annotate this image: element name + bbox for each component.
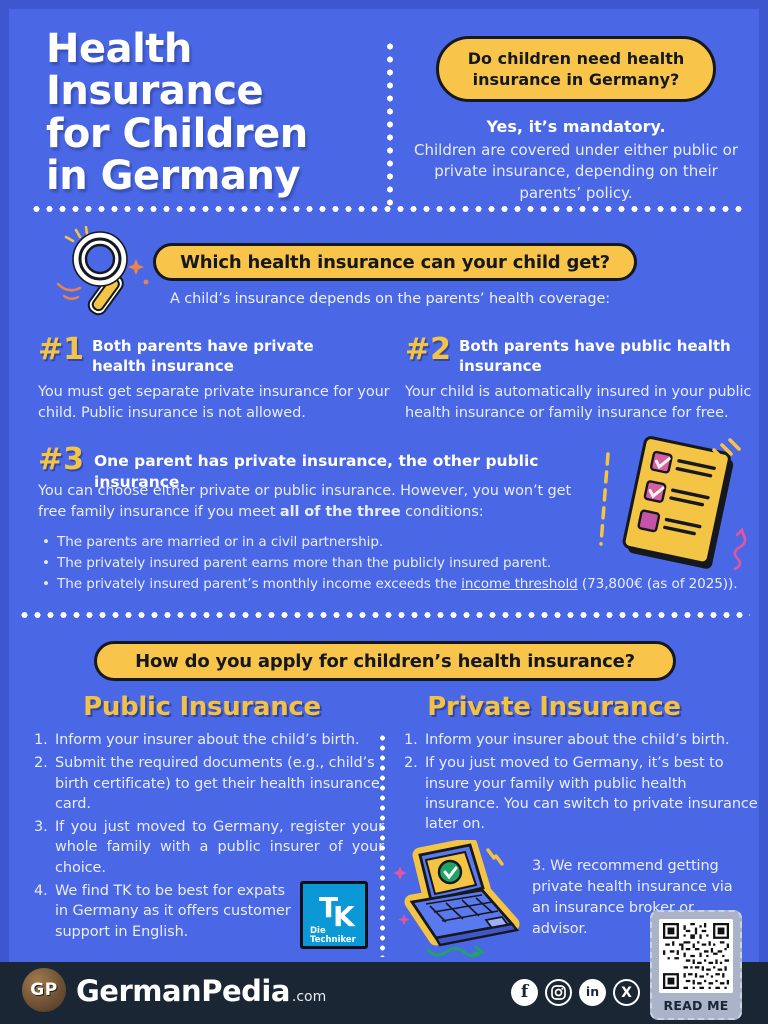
- public-insurance-steps: Inform your insurer about the child’s bi…: [34, 730, 384, 945]
- case-title: One parent has private insurance, the ot…: [94, 452, 539, 491]
- linkedin-glyph: in: [585, 984, 600, 1000]
- which-section-subtitle: A child’s insurance depends on the paren…: [169, 291, 611, 307]
- horizontal-dotted-divider: [18, 612, 750, 618]
- checklist-icon: [599, 436, 747, 571]
- step-item: Submit the required documents (e.g., chi…: [34, 753, 380, 812]
- tk-letter-k: K: [333, 900, 356, 933]
- income-threshold-link[interactable]: income threshold: [461, 576, 578, 593]
- qr-code[interactable]: [659, 919, 733, 993]
- case-body-text: conditions:: [400, 503, 484, 520]
- case-title: Both parents have private health insuran…: [92, 337, 314, 376]
- tk-logo: T K Die Techniker: [300, 881, 368, 949]
- brand-name: GermanPedia: [76, 974, 290, 1008]
- qr-panel[interactable]: READ ME: [650, 910, 742, 1020]
- question-answer: Yes, it’s mandatory. Children are covere…: [406, 117, 746, 204]
- germanpedia-logo: GP: [22, 968, 66, 1012]
- social-links: f in X: [511, 979, 640, 1006]
- condition-item: The privately insured parent’s monthly i…: [40, 574, 760, 595]
- case-body-bold: all of the three: [279, 503, 401, 520]
- instagram-glyph: [551, 985, 566, 1000]
- laptop-icon: [393, 840, 520, 958]
- vertical-dotted-divider: [387, 40, 393, 206]
- case-body-text: You can choose either private or public …: [38, 483, 572, 520]
- question-pill: Do children need health insurance in Ger…: [436, 36, 716, 102]
- x-icon[interactable]: X: [613, 979, 640, 1006]
- case-body: You can choose either private or public …: [38, 481, 588, 523]
- page-title: Health Insurance for Children in Germany: [46, 28, 308, 198]
- condition-item: The privately insured parent earns more …: [40, 553, 760, 574]
- case-number: #3: [38, 442, 85, 477]
- which-section-pill: Which health insurance can your child ge…: [153, 243, 637, 281]
- case-number: #2: [405, 332, 452, 367]
- private-insurance-heading: Private Insurance: [427, 692, 681, 722]
- apply-section-pill: How do you apply for children’s health i…: [94, 641, 676, 681]
- facebook-glyph: f: [520, 982, 529, 1002]
- instagram-icon[interactable]: [545, 979, 572, 1006]
- case-title: Both parents have public health insuranc…: [459, 337, 731, 376]
- logo-initials: GP: [30, 980, 58, 1000]
- step-item: If you just moved to Germany, it’s best …: [404, 753, 758, 833]
- private-step-3: 3. We recommend getting private health i…: [532, 858, 733, 938]
- facebook-icon[interactable]: f: [511, 979, 538, 1006]
- horizontal-dotted-divider: [30, 206, 742, 212]
- qr-label: READ ME: [663, 998, 729, 1013]
- x-glyph: X: [621, 984, 632, 1001]
- condition-item: The parents are married or in a civil pa…: [40, 532, 760, 553]
- tk-label: Techniker: [310, 935, 357, 945]
- step-item: If you just moved to Germany, register y…: [34, 817, 384, 876]
- answer-bold: Yes, it’s mandatory.: [486, 117, 666, 136]
- tk-label: Die: [310, 926, 326, 936]
- step-item: Inform your insurer about the child’s bi…: [34, 730, 360, 751]
- title-line: Health: [46, 26, 192, 72]
- tk-logo-mark: T K Die Techniker: [310, 891, 357, 945]
- brand: GermanPedia .com: [76, 974, 326, 1008]
- column-dotted-divider: [380, 733, 385, 957]
- linkedin-icon[interactable]: in: [579, 979, 606, 1006]
- title-line: Insurance: [46, 68, 264, 115]
- step-item: Inform your insurer about the child’s bi…: [404, 730, 730, 751]
- title-line: in Germany: [46, 153, 301, 200]
- step-item: We find TK to be best for expats in Germ…: [34, 881, 291, 940]
- private-insurance-steps: Inform your insurer about the child’s bi…: [404, 730, 758, 837]
- tk-letter-t: T: [319, 891, 338, 924]
- title-line: for Children: [46, 110, 308, 157]
- public-insurance-heading: Public Insurance: [83, 692, 321, 722]
- conditions-list: The parents are married or in a civil pa…: [40, 532, 760, 595]
- condition-text: The privately insured parent’s monthly i…: [57, 576, 462, 593]
- case-number: #1: [38, 332, 85, 367]
- magnifier-icon: [56, 226, 149, 316]
- case-body: You must get separate private insurance …: [38, 384, 390, 421]
- footer: GP GermanPedia .com f in X: [0, 962, 768, 1024]
- brand-tld: .com: [291, 989, 327, 1005]
- case-body: Your child is automatically insured in y…: [405, 384, 752, 421]
- condition-text: (73,800€ (as of 2025)).: [577, 576, 738, 593]
- qr-code-pattern: [663, 923, 729, 989]
- answer-text: Children are covered under either public…: [414, 141, 738, 202]
